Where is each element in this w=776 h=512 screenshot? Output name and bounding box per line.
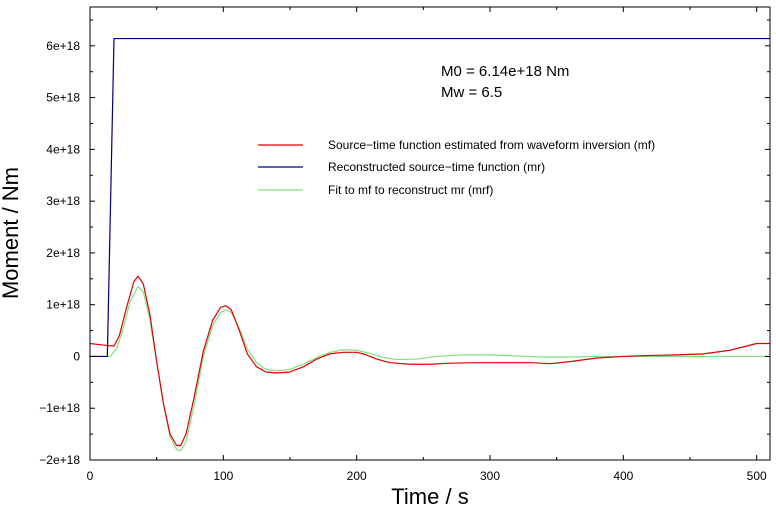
x-tick-label: 0 <box>87 469 94 483</box>
annotation-m0: M0 = 6.14e+18 Nm <box>441 63 569 80</box>
x-tick-label: 300 <box>480 469 500 483</box>
y-tick-label: 0 <box>73 349 80 363</box>
y-tick-label: 1e+18 <box>46 298 80 312</box>
y-tick-label: 3e+18 <box>46 194 80 208</box>
x-axis-ticks: 0 100 200 300 400 500 <box>87 7 767 483</box>
annotation-mw: Mw = 6.5 <box>441 84 502 101</box>
x-axis-label: Time / s <box>391 484 468 509</box>
legend-label-2: Fit to mf to reconstruct mr (mrf) <box>328 183 493 197</box>
y-tick-label: −2e+18 <box>39 453 80 467</box>
x-tick-label: 200 <box>347 469 367 483</box>
y-axis-label: Moment / Nm <box>0 167 23 299</box>
y-tick-label: 5e+18 <box>46 91 80 105</box>
x-tick-label: 100 <box>213 469 233 483</box>
x-tick-label: 500 <box>747 469 767 483</box>
x-tick-label: 400 <box>613 469 633 483</box>
legend: Source−time function estimated from wave… <box>258 138 655 197</box>
y-tick-label: 2e+18 <box>46 246 80 260</box>
series-line-1 <box>90 37 770 358</box>
plot-frame <box>89 6 771 461</box>
y-tick-label: 6e+18 <box>46 39 80 53</box>
legend-label-0: Source−time function estimated from wave… <box>328 138 655 152</box>
legend-label-1: Reconstructed source−time function (mr) <box>328 160 545 174</box>
y-tick-label: −1e+18 <box>39 401 80 415</box>
series-lines <box>89 37 770 452</box>
y-tick-label: 4e+18 <box>46 142 80 156</box>
y-axis-ticks: −2e+18 −1e+18 0 1e+18 2e+18 3e+18 4e+18 5e+18 6e… <box>39 19 770 467</box>
series-line-0 <box>89 275 770 447</box>
